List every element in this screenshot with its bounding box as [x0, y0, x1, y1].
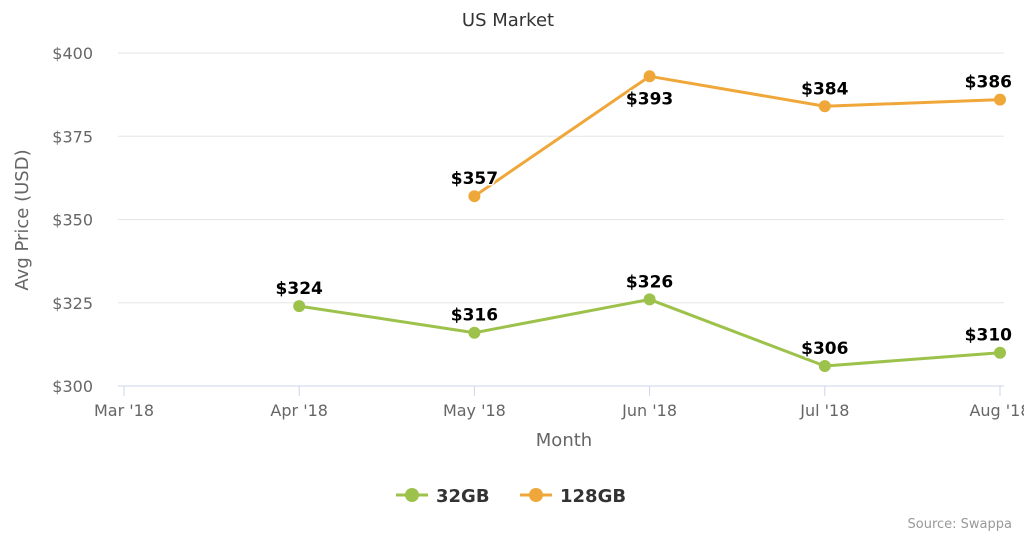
y-tick-label: $400 — [52, 44, 93, 63]
series-layer — [293, 70, 1006, 373]
data-label: $306 — [801, 339, 848, 359]
x-tick-label: Jun '18 — [621, 401, 677, 420]
data-point[interactable] — [994, 93, 1006, 106]
y-tick-label: $375 — [52, 127, 93, 146]
legend: 32GB 128GB — [396, 486, 626, 507]
data-point[interactable] — [818, 100, 831, 113]
data-label: $316 — [451, 306, 498, 326]
data-point[interactable] — [643, 70, 656, 83]
y-axis-title: Avg Price (USD) — [12, 149, 33, 290]
x-axis: Mar '18 Apr '18 May '18 Jun '18 Jul '18 Aug '… — [94, 385, 1024, 420]
x-tick-label: Aug '18 — [969, 401, 1024, 420]
source-credit: Source: Swappa — [908, 517, 1012, 532]
y-tick-label: $325 — [52, 294, 93, 313]
data-point[interactable] — [293, 300, 306, 313]
legend-item-32gb[interactable]: 32GB — [396, 486, 490, 507]
gridlines — [118, 52, 1004, 304]
data-label: $324 — [276, 279, 323, 299]
data-label: $386 — [965, 73, 1012, 93]
x-tick-label: Jul '18 — [799, 401, 849, 420]
legend-label: 128GB — [560, 486, 626, 507]
data-point[interactable] — [468, 190, 481, 203]
series-32gb — [293, 293, 1006, 373]
data-point[interactable] — [468, 326, 481, 339]
data-label: $357 — [451, 169, 498, 189]
y-tick-label: $350 — [52, 211, 93, 230]
data-label: $384 — [801, 79, 848, 99]
data-point[interactable] — [643, 293, 656, 306]
data-labels: $324 $316 $326 $306 $310 $357 $393 $384 $386 — [274, 71, 1014, 360]
data-label: $393 — [626, 89, 673, 109]
series-128gb — [468, 70, 1006, 203]
data-label: $326 — [626, 272, 673, 292]
data-point[interactable] — [994, 346, 1006, 359]
chart-title: US Market — [462, 10, 554, 31]
legend-marker — [529, 488, 543, 502]
x-tick-label: May '18 — [443, 401, 506, 420]
x-tick-label: Apr '18 — [270, 401, 328, 420]
x-tick-label: Mar '18 — [94, 401, 154, 420]
legend-item-128gb[interactable]: 128GB — [520, 486, 626, 507]
series-line — [472, 74, 1002, 198]
data-label: $310 — [965, 326, 1012, 346]
legend-marker — [405, 488, 419, 502]
y-axis-tick-labels: $300 $325 $350 $375 $400 — [52, 44, 93, 396]
legend-label: 32GB — [436, 486, 490, 507]
y-tick-label: $300 — [52, 377, 93, 396]
x-axis-title: Month — [536, 430, 592, 451]
data-point[interactable] — [818, 360, 831, 373]
series-line — [297, 297, 1002, 368]
